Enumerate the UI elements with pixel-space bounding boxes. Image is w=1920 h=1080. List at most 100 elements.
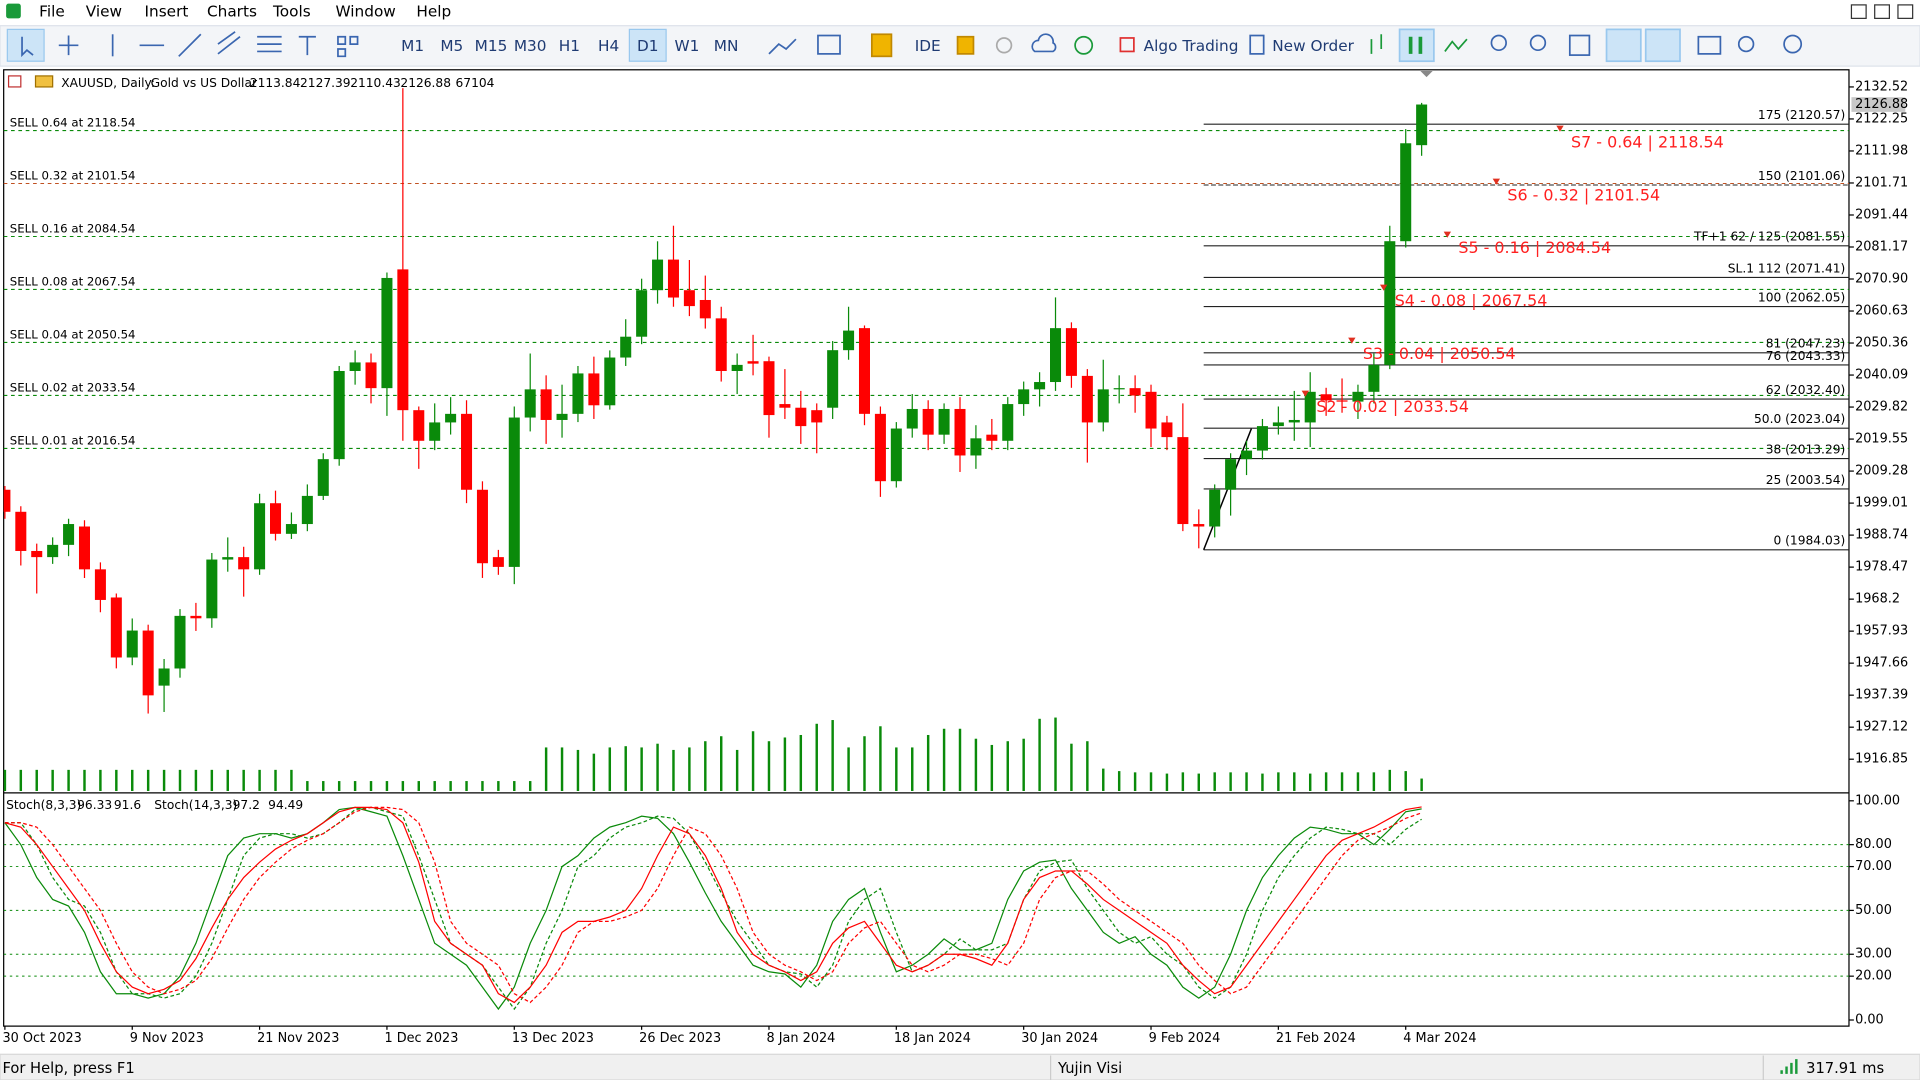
cursor-icon[interactable] bbox=[21, 36, 34, 58]
tile-windows[interactable] bbox=[1568, 34, 1591, 56]
sell-level-label: SELL 0.16 at 2084.54 bbox=[10, 222, 136, 236]
timeframe-button[interactable]: H1 bbox=[559, 37, 580, 55]
cursor-tool[interactable] bbox=[6, 28, 45, 62]
minimize-button[interactable] bbox=[1850, 4, 1867, 19]
timeframes: M1 M5 M15 M30 H1 H4 D1 W1 MN IDE Algo Trading New O… bbox=[401, 37, 1354, 55]
volume-bar bbox=[1102, 768, 1105, 792]
volume-bar bbox=[799, 734, 803, 792]
menu-item[interactable]: File bbox=[39, 3, 65, 21]
volume-bar bbox=[911, 747, 914, 792]
menu-item[interactable]: Insert bbox=[144, 3, 188, 21]
vps-button[interactable] bbox=[995, 37, 1013, 54]
y-tick-label: 1947.66 bbox=[1855, 656, 1908, 671]
candle-body bbox=[78, 526, 90, 570]
timeframe-button[interactable]: M15 bbox=[475, 37, 508, 55]
volume-bar bbox=[608, 747, 612, 792]
candle-body bbox=[1241, 450, 1253, 460]
candle-body bbox=[285, 524, 297, 534]
shapes-tool[interactable] bbox=[337, 35, 359, 58]
fib-label: 175 (2120.57) bbox=[1758, 108, 1845, 122]
indicator-pane bbox=[3, 806, 1849, 1011]
ohlc-open: 2113.84 bbox=[250, 76, 301, 90]
menu-item[interactable]: Tools bbox=[272, 3, 311, 21]
order-arrow bbox=[1492, 178, 1500, 185]
candle-body bbox=[158, 668, 170, 686]
toolbar-button[interactable]: New Order bbox=[1272, 37, 1354, 55]
autoscroll[interactable] bbox=[1605, 28, 1642, 63]
candle-body bbox=[126, 630, 138, 658]
indicators-button[interactable] bbox=[768, 38, 797, 55]
timeframe-button[interactable]: MN bbox=[714, 37, 739, 55]
algo-trading-icon[interactable] bbox=[1119, 37, 1135, 53]
candle-body bbox=[317, 459, 329, 496]
candle-body bbox=[556, 413, 568, 420]
candle-body bbox=[1384, 241, 1396, 365]
candle-body bbox=[811, 410, 823, 423]
volume-bar bbox=[178, 769, 182, 792]
candle-body bbox=[397, 269, 409, 411]
candle-body bbox=[636, 290, 648, 337]
economic-button[interactable] bbox=[1074, 35, 1094, 55]
candle-body bbox=[413, 410, 425, 441]
signals-button[interactable] bbox=[956, 35, 975, 55]
candle-body bbox=[3, 489, 11, 512]
account[interactable] bbox=[1783, 34, 1803, 54]
timeframe-button[interactable]: M5 bbox=[440, 37, 463, 55]
volume-bar bbox=[974, 738, 978, 792]
zoom-out[interactable] bbox=[1529, 34, 1547, 52]
candle-body bbox=[94, 569, 106, 600]
volume-bar bbox=[751, 731, 755, 792]
menu-item[interactable]: View bbox=[86, 3, 122, 21]
timeframe-button[interactable]: D1 bbox=[637, 37, 659, 55]
volume-bar bbox=[337, 781, 341, 792]
menu-item[interactable]: Window bbox=[336, 3, 396, 21]
candle-body bbox=[1081, 375, 1093, 423]
connection-icon bbox=[1780, 1059, 1798, 1074]
screenshot[interactable] bbox=[1697, 35, 1722, 55]
channel-tool[interactable] bbox=[217, 31, 241, 55]
search[interactable] bbox=[1737, 35, 1755, 53]
restore-button[interactable] bbox=[1874, 4, 1890, 19]
timeframe-button[interactable]: M30 bbox=[514, 37, 547, 55]
candle-body bbox=[620, 336, 632, 358]
volume-bar bbox=[115, 769, 118, 792]
market-button[interactable] bbox=[870, 33, 893, 58]
sell-level-label: SELL 0.32 at 2101.54 bbox=[10, 169, 136, 183]
volume-bar bbox=[83, 769, 86, 792]
indicator-signal-value: 91.6 bbox=[114, 798, 141, 812]
menu-item[interactable]: Charts bbox=[207, 3, 257, 21]
trendline-tool[interactable] bbox=[178, 33, 202, 57]
candles-view[interactable] bbox=[1398, 28, 1435, 63]
bars-view[interactable] bbox=[1370, 34, 1383, 54]
candle-body bbox=[970, 438, 982, 456]
volume-bar bbox=[704, 741, 707, 792]
close-button[interactable] bbox=[1897, 4, 1914, 19]
text-tool[interactable] bbox=[298, 35, 316, 56]
templates-button[interactable] bbox=[817, 34, 841, 55]
volume-bar bbox=[672, 749, 675, 792]
candle-body bbox=[238, 557, 250, 570]
volume-bar bbox=[895, 747, 898, 792]
timeframe-button[interactable]: W1 bbox=[675, 37, 700, 55]
zoom-in[interactable] bbox=[1490, 34, 1507, 52]
fib-label: 25 (2003.54) bbox=[1766, 473, 1846, 487]
volume-bar bbox=[19, 769, 23, 792]
fibonacci-tool[interactable] bbox=[257, 35, 282, 53]
candle-body bbox=[492, 557, 504, 567]
toolbar-button[interactable]: IDE bbox=[915, 37, 941, 55]
indicator-signal-value: 94.49 bbox=[268, 798, 303, 812]
crosshair-tool[interactable] bbox=[58, 35, 79, 56]
line-view[interactable] bbox=[1444, 38, 1468, 52]
timeframe-button[interactable]: M1 bbox=[401, 37, 424, 55]
fib-label: 81 (2047.23) bbox=[1766, 337, 1846, 351]
new-order-icon[interactable] bbox=[1249, 34, 1265, 55]
chart-shift[interactable] bbox=[1644, 28, 1681, 63]
cloud-button[interactable] bbox=[1031, 33, 1057, 53]
candle-body bbox=[1113, 388, 1125, 390]
menu-item[interactable]: Help bbox=[416, 3, 451, 21]
indicator-main-value: 96.33 bbox=[77, 798, 112, 812]
candle-body bbox=[906, 408, 918, 429]
volume-bar bbox=[35, 769, 38, 792]
timeframe-button[interactable]: H4 bbox=[598, 37, 619, 55]
toolbar-button[interactable]: Algo Trading bbox=[1144, 37, 1239, 55]
